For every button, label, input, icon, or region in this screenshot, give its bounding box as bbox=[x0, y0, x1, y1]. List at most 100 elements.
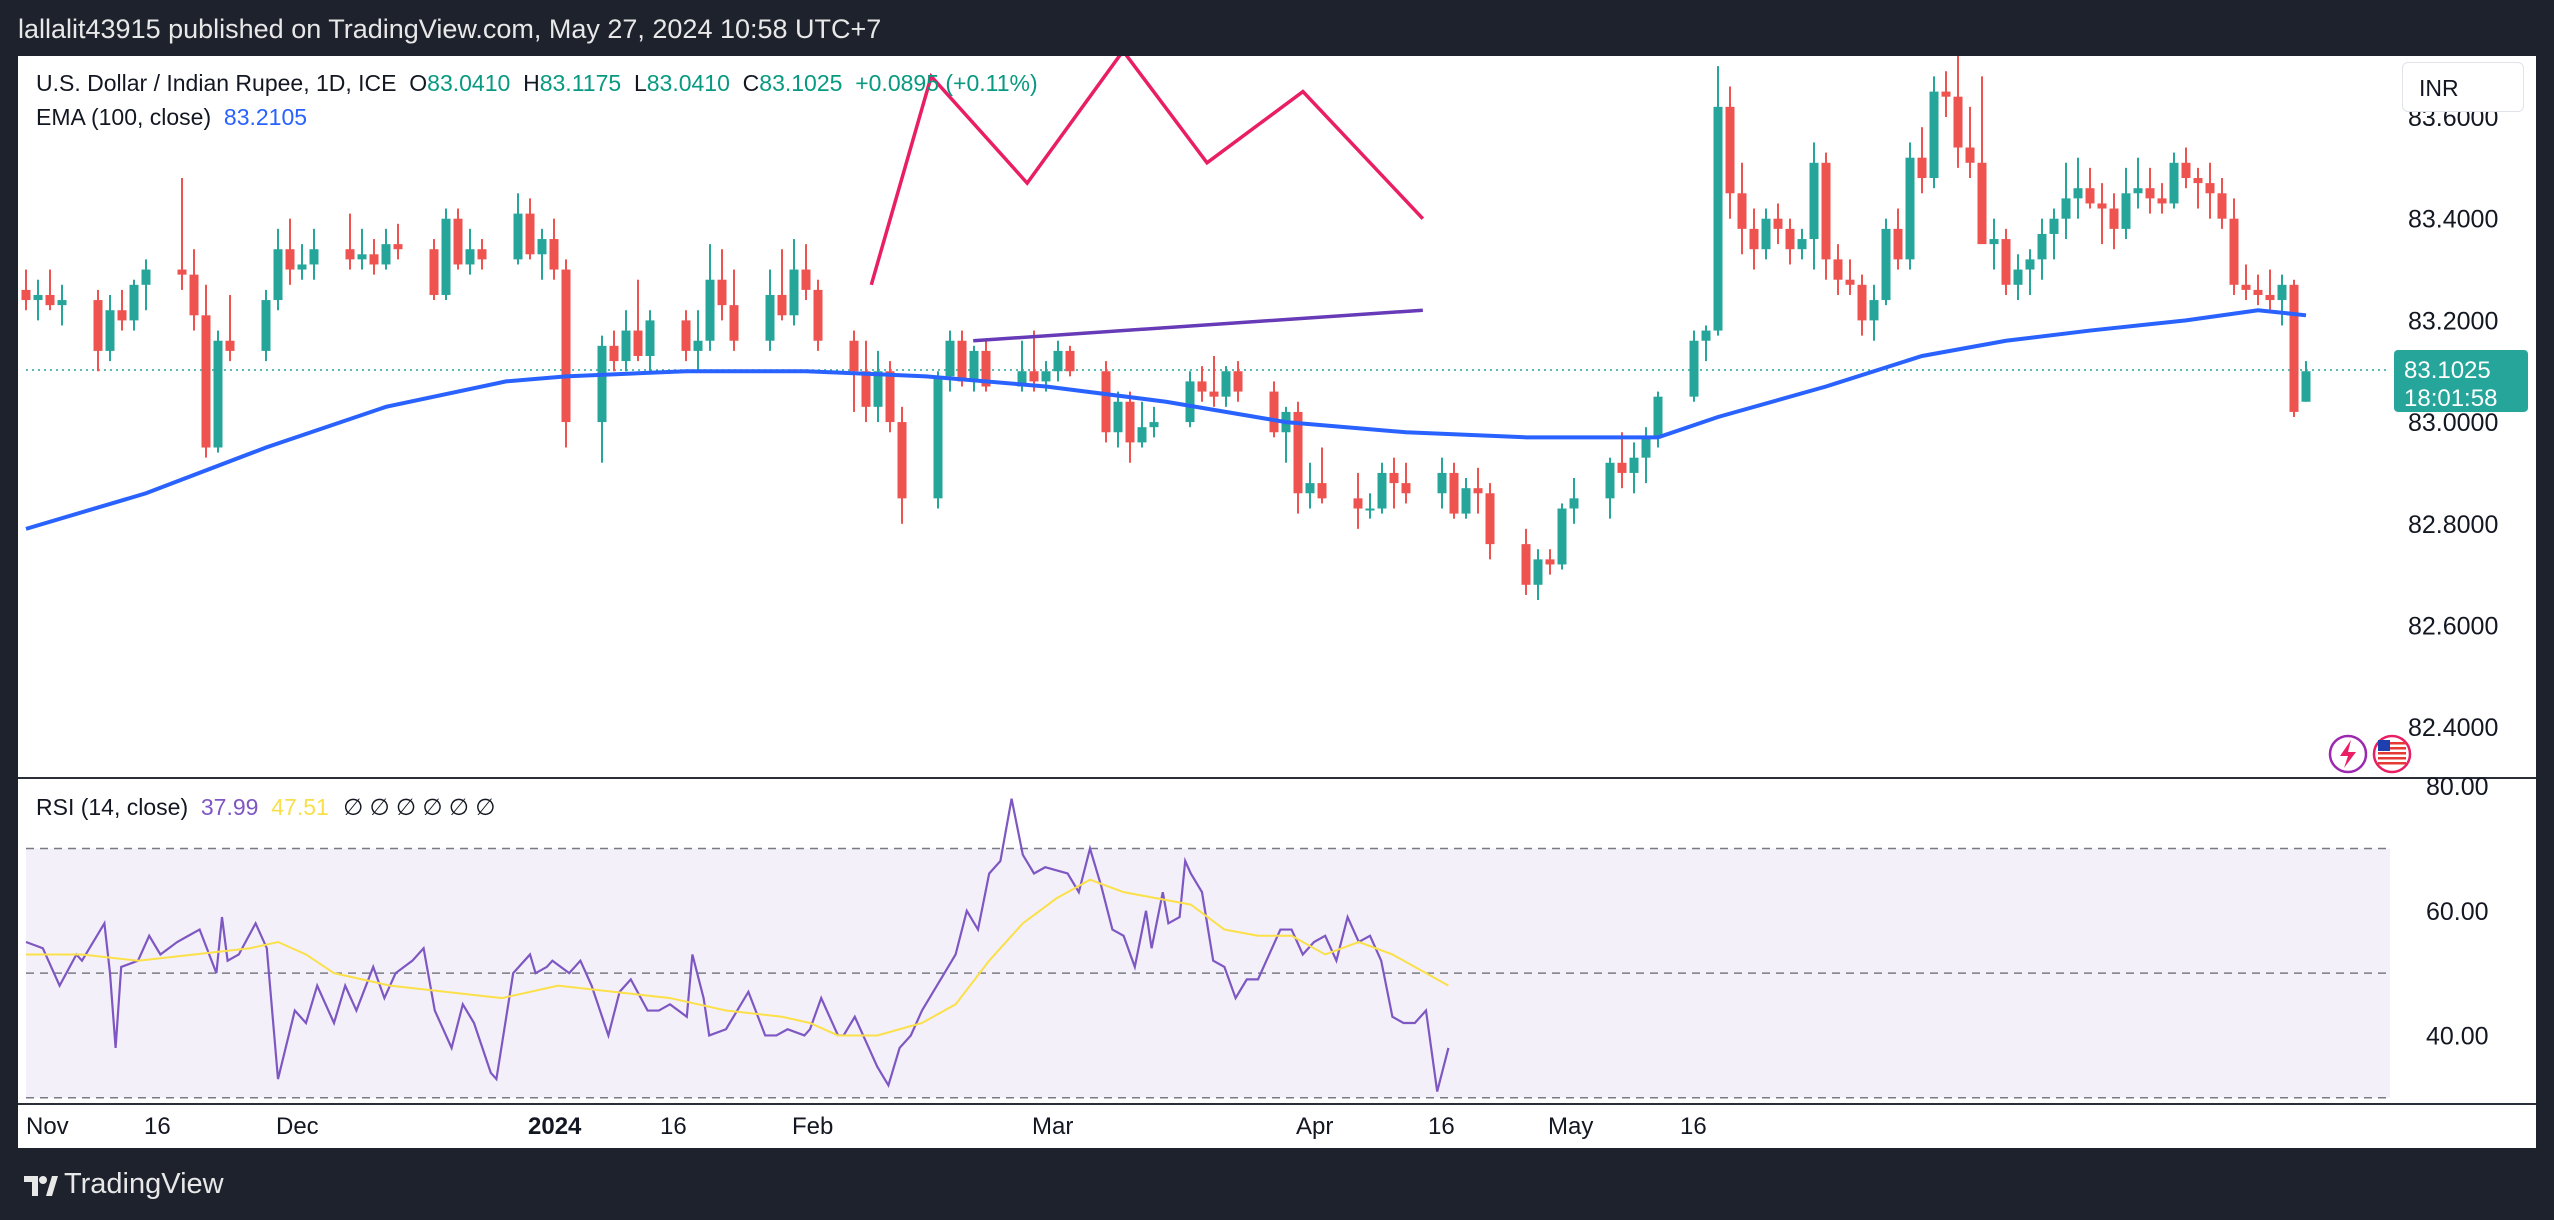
candle-body bbox=[2193, 178, 2203, 184]
candle-body bbox=[969, 350, 979, 382]
rsi-legend[interactable]: RSI (14, close) 37.99 47.51 ∅ ∅ ∅ ∅ ∅ ∅ bbox=[36, 794, 495, 821]
close-label: C bbox=[742, 70, 760, 96]
candle-body bbox=[33, 294, 43, 301]
candle-body bbox=[2025, 259, 2035, 270]
candle-body bbox=[1545, 559, 1555, 565]
candle-body bbox=[1353, 498, 1363, 509]
symbol-title[interactable]: U.S. Dollar / Indian Rupee, 1D, ICE bbox=[36, 70, 397, 96]
candle-body bbox=[297, 264, 307, 270]
candle-body bbox=[561, 269, 571, 423]
candle-body bbox=[369, 254, 379, 265]
candle-body bbox=[1521, 544, 1531, 585]
candle-body bbox=[1893, 228, 1903, 260]
rsi-value: 37.99 bbox=[200, 794, 259, 820]
chart-frame: 83.6000 83.4000 83.2000 83.0000 82.8000 82.60… bbox=[18, 56, 2536, 1148]
candle-body bbox=[1929, 91, 1939, 179]
ema-legend[interactable]: EMA (100, close) 83.2105 bbox=[36, 104, 307, 131]
candle-body bbox=[2061, 198, 2071, 219]
candle-body bbox=[2121, 193, 2131, 229]
time-axis-label: 16 bbox=[660, 1113, 687, 1140]
candle-body bbox=[393, 244, 403, 250]
candle-body bbox=[1749, 228, 1759, 250]
candle-body bbox=[273, 249, 283, 301]
candle-body bbox=[1857, 284, 1867, 321]
candle-body bbox=[1773, 218, 1783, 229]
candle-body bbox=[1473, 488, 1483, 494]
chart-canvas[interactable]: 83.600083.400083.200083.000082.800082.60… bbox=[18, 56, 2536, 1148]
rsi-axis-label: 80.00 bbox=[2426, 773, 2489, 801]
candle-body bbox=[1437, 472, 1447, 494]
rsi-label: RSI (14, close) bbox=[36, 794, 189, 820]
candle-body bbox=[1401, 483, 1411, 494]
candle-body bbox=[2289, 284, 2299, 412]
candle-body bbox=[717, 279, 727, 306]
candle-body bbox=[1101, 371, 1111, 433]
ema-value: 83.2105 bbox=[223, 104, 308, 130]
candle-body bbox=[645, 320, 655, 356]
rsi-ma-value: 47.51 bbox=[271, 794, 329, 820]
candle-body bbox=[789, 269, 799, 316]
candle-body bbox=[537, 239, 547, 255]
low-value: 83.0410 bbox=[646, 70, 730, 96]
published-text: lallalit43915 published on TradingView.c… bbox=[18, 14, 882, 44]
currency-button[interactable]: INR bbox=[2402, 62, 2524, 112]
candle-body bbox=[801, 269, 811, 290]
publish-header: lallalit43915 published on TradingView.c… bbox=[0, 0, 2554, 58]
footer: TradingView bbox=[0, 1150, 2554, 1220]
candle-body bbox=[1917, 157, 1927, 179]
price-axis-label: 83.2000 bbox=[2408, 307, 2498, 335]
candle-body bbox=[1557, 508, 1567, 565]
candle-body bbox=[1029, 371, 1039, 382]
candle-body bbox=[885, 371, 895, 423]
candle-body bbox=[2049, 218, 2059, 234]
candle-body bbox=[693, 340, 703, 351]
change-value: +0.0895 (+0.11%) bbox=[855, 70, 1038, 96]
candle-body bbox=[1149, 422, 1159, 428]
candle-body bbox=[2265, 294, 2275, 301]
candle-body bbox=[2169, 162, 2179, 204]
candle-body bbox=[981, 350, 991, 387]
candle-body bbox=[777, 294, 787, 316]
time-axis-label: Apr bbox=[1296, 1113, 1333, 1140]
candle-body bbox=[1905, 157, 1915, 260]
candle-body bbox=[129, 284, 139, 321]
candle-body bbox=[705, 279, 715, 341]
high-label: H bbox=[523, 70, 540, 96]
candle-body bbox=[513, 213, 523, 260]
candle-body bbox=[177, 269, 187, 275]
price-axis-label: 82.8000 bbox=[2408, 511, 2498, 539]
candle-body bbox=[525, 213, 535, 255]
open-value: 83.0410 bbox=[427, 70, 511, 96]
candle-body bbox=[1701, 330, 1711, 341]
candle-body bbox=[729, 305, 739, 341]
candle-body bbox=[1305, 483, 1315, 494]
candle-body bbox=[1881, 228, 1891, 301]
low-label: L bbox=[633, 70, 647, 96]
price-axis-label: 82.6000 bbox=[2408, 612, 2498, 640]
candle-body bbox=[105, 310, 115, 351]
candle-body bbox=[429, 249, 439, 295]
candle-body bbox=[1461, 488, 1471, 514]
candle-body bbox=[1869, 300, 1879, 321]
candle-body bbox=[141, 269, 151, 285]
candle-body bbox=[1737, 193, 1747, 229]
open-label: O bbox=[409, 70, 428, 96]
candle-body bbox=[1641, 437, 1651, 458]
candle-body bbox=[873, 371, 883, 407]
candle-body bbox=[1017, 371, 1027, 387]
price-tag-countdown: 18:01:58 bbox=[2404, 385, 2497, 412]
time-axis-label: 2024 bbox=[528, 1113, 582, 1140]
candle-body bbox=[345, 249, 355, 260]
candle-body bbox=[2145, 188, 2155, 199]
candle-body bbox=[1569, 498, 1579, 509]
candle-body bbox=[1269, 391, 1279, 433]
rsi-ma-line bbox=[26, 878, 1449, 1037]
rsi-axis-label: 40.00 bbox=[2426, 1022, 2489, 1050]
candle-body bbox=[1821, 162, 1831, 260]
candle-body bbox=[1377, 472, 1387, 509]
candle-body bbox=[1785, 228, 1795, 250]
candle-body bbox=[861, 371, 871, 407]
candle-body bbox=[357, 254, 367, 260]
us-flag-stripe bbox=[2378, 757, 2406, 760]
candle-body bbox=[2073, 188, 2083, 199]
